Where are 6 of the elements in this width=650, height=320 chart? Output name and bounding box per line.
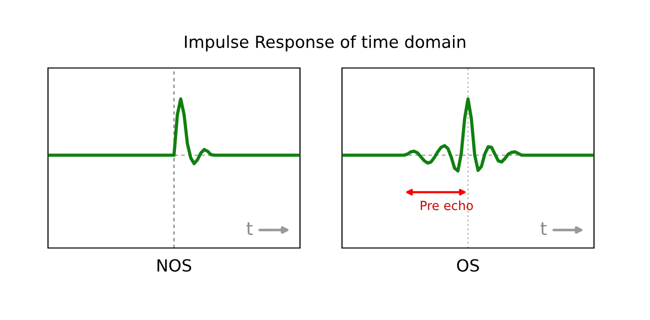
text: t (246, 222, 253, 235)
text: Pre echo (420, 200, 473, 210)
text: t (540, 222, 547, 235)
chart-title: Impulse Response of time domain (185, 35, 466, 52)
x-axis-title: OS (457, 259, 479, 272)
x-axis-title: NOS (158, 259, 192, 272)
